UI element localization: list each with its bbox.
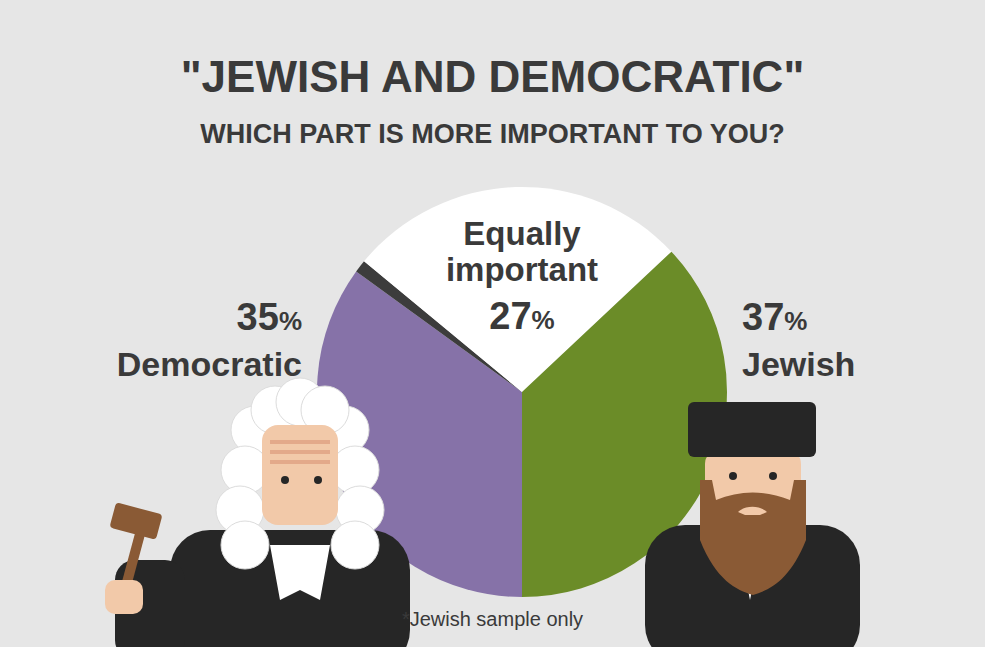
- svg-text:27%: 27%: [489, 295, 554, 337]
- svg-text:Jewish: Jewish: [742, 345, 855, 383]
- svg-text:Equally: Equally: [463, 215, 581, 252]
- html-text:*Jewish sample only: *Jewish sample only: [401, 608, 584, 630]
- svg-text:important: important: [446, 251, 598, 288]
- html-text:WHICH PART IS MORE IMPORTANT T: WHICH PART IS MORE IMPORTANT TO YOU?: [200, 119, 785, 149]
- svg-text:37%: 37%: [742, 296, 807, 338]
- svg-text:Democratic: Democratic: [117, 345, 302, 383]
- html-text:"JEWISH AND DEMOCRATIC": "JEWISH AND DEMOCRATIC": [180, 52, 805, 101]
- svg-text:35%: 35%: [237, 296, 302, 338]
